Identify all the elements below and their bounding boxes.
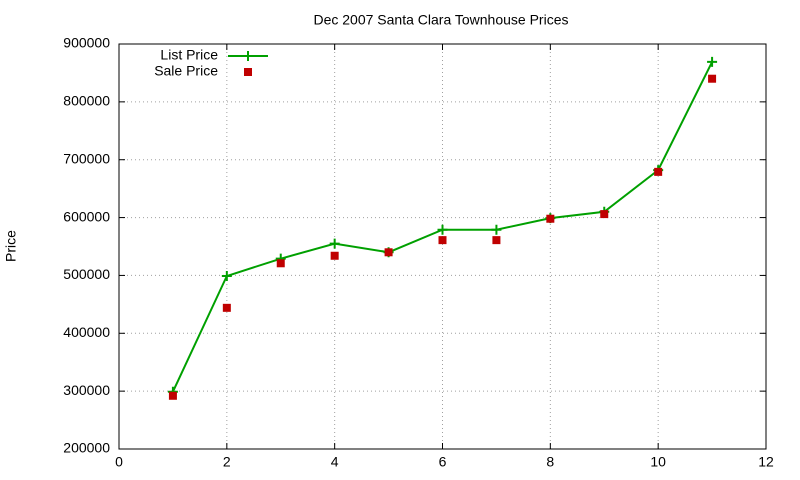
marker bbox=[600, 210, 609, 219]
marker bbox=[329, 238, 340, 249]
marker bbox=[221, 271, 232, 282]
x-tick-label: 10 bbox=[650, 454, 666, 470]
y-tick-label: 600000 bbox=[63, 208, 110, 224]
marker bbox=[707, 56, 718, 67]
y-tick-label: 200000 bbox=[63, 440, 110, 456]
marker bbox=[384, 248, 393, 257]
x-tick-label: 12 bbox=[758, 454, 774, 470]
marker bbox=[437, 224, 448, 235]
x-tick-label: 4 bbox=[331, 454, 339, 470]
y-tick-label: 400000 bbox=[63, 324, 110, 340]
marker bbox=[244, 68, 252, 76]
marker bbox=[546, 214, 555, 223]
legend-label: List Price bbox=[160, 47, 218, 63]
x-tick-label: 2 bbox=[223, 454, 231, 470]
marker bbox=[708, 74, 717, 83]
marker bbox=[168, 391, 177, 400]
x-tick-label: 0 bbox=[115, 454, 123, 470]
legend-label: Sale Price bbox=[154, 63, 218, 79]
marker bbox=[654, 167, 663, 176]
y-tick-label: 300000 bbox=[63, 382, 110, 398]
marker bbox=[243, 51, 253, 61]
y-axis-label: Price bbox=[3, 230, 19, 262]
chart-title: Dec 2007 Santa Clara Townhouse Prices bbox=[313, 12, 568, 28]
marker bbox=[222, 303, 231, 312]
marker bbox=[276, 259, 285, 268]
marker bbox=[491, 224, 502, 235]
plot-frame bbox=[118, 43, 767, 450]
x-tick-label: 6 bbox=[439, 454, 447, 470]
y-tick-label: 800000 bbox=[63, 93, 110, 109]
marker bbox=[330, 251, 339, 260]
y-tick-label: 700000 bbox=[63, 150, 110, 166]
y-tick-label: 500000 bbox=[63, 266, 110, 282]
y-tick-label: 900000 bbox=[63, 35, 110, 51]
x-tick-label: 8 bbox=[546, 454, 554, 470]
marker bbox=[438, 236, 447, 245]
marker bbox=[492, 236, 501, 245]
